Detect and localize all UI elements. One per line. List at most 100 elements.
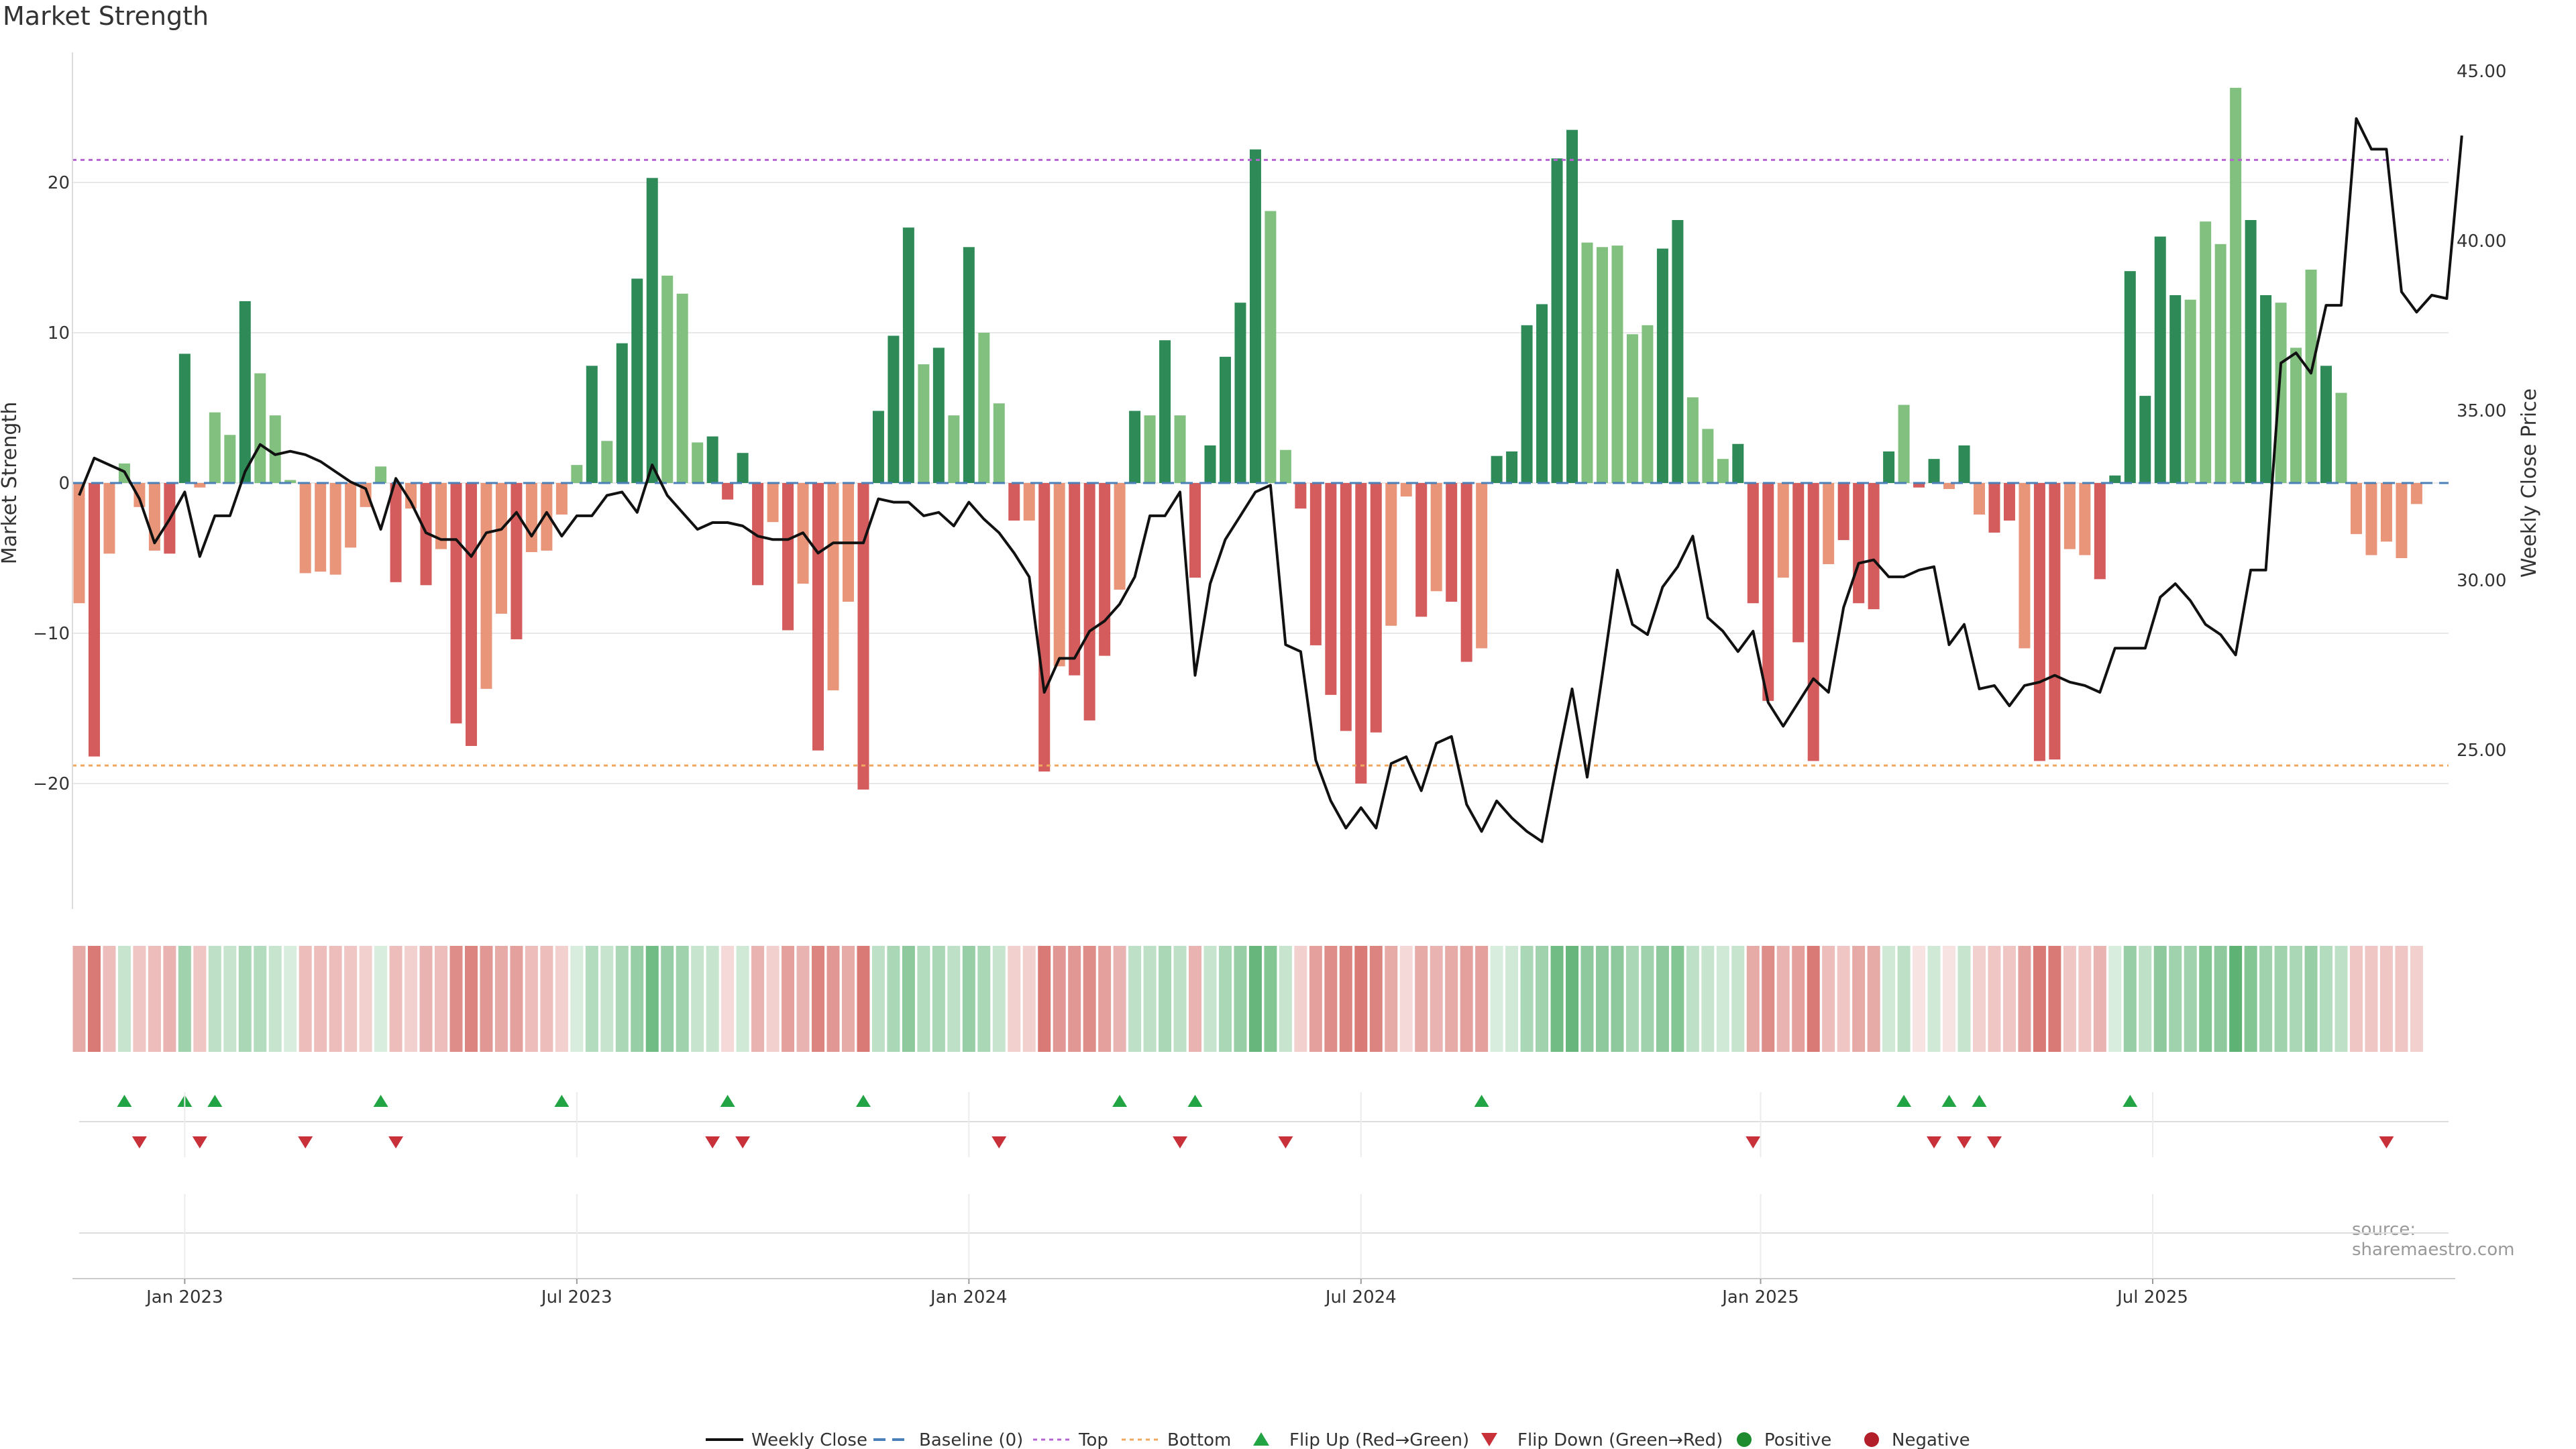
strength-bar xyxy=(1400,483,1412,497)
flip-up-marker xyxy=(1896,1095,1912,1107)
strip-cell xyxy=(962,946,975,1052)
strength-bar xyxy=(2290,347,2302,483)
strip-cell xyxy=(600,946,614,1052)
strip-cell xyxy=(2320,946,2333,1052)
strip-cell xyxy=(932,946,945,1052)
flip-down-marker xyxy=(1173,1136,1188,1148)
strip-cell xyxy=(691,946,704,1052)
y-tick-right: 25.00 xyxy=(2457,741,2506,761)
strength-bar xyxy=(555,483,568,515)
strip-cell xyxy=(1957,946,1971,1052)
strip-cell xyxy=(208,946,221,1052)
x-tick-label: Jul 2024 xyxy=(1324,1287,1397,1307)
strength-bar xyxy=(133,483,146,507)
strength-bar xyxy=(601,441,613,483)
strength-bar xyxy=(2275,303,2287,483)
x-tick-label: Jan 2025 xyxy=(1721,1287,1799,1307)
strip-cell xyxy=(947,946,961,1052)
legend-bottom-label: Bottom xyxy=(1167,1430,1231,1449)
strip-cell xyxy=(2199,946,2212,1052)
strip-cell xyxy=(782,946,795,1052)
strength-bar xyxy=(1340,483,1352,731)
flip-down-marker xyxy=(1278,1136,1293,1148)
strength-bar xyxy=(948,415,960,483)
strength-bar xyxy=(2305,269,2317,483)
chart-title: Market Strength xyxy=(3,1,209,31)
flip-down-marker xyxy=(131,1136,147,1148)
strip-cell xyxy=(1159,946,1172,1052)
strip-cell xyxy=(1731,946,1745,1052)
strip-cell xyxy=(238,946,252,1052)
strength-bar xyxy=(178,354,191,483)
strength-bar xyxy=(1596,247,1608,483)
strength-bar xyxy=(224,435,236,483)
strength-bar xyxy=(752,483,764,586)
strength-bar xyxy=(315,483,327,572)
y-tick-right: 45.00 xyxy=(2457,62,2506,82)
strip-cell xyxy=(1475,946,1489,1052)
strip-cell xyxy=(2153,946,2167,1052)
strip-cell xyxy=(2033,946,2046,1052)
strip-cell xyxy=(676,946,689,1052)
strength-bar xyxy=(209,412,221,483)
strip-cell xyxy=(977,946,991,1052)
strip-cell xyxy=(435,946,448,1052)
strength-bar xyxy=(2094,483,2106,580)
strip-cell xyxy=(1927,946,1941,1052)
strength-bar xyxy=(88,483,100,757)
flip-up-marker xyxy=(2123,1095,2138,1107)
strip-cell xyxy=(751,946,765,1052)
strength-bar xyxy=(1853,483,1865,604)
y-tick-left: −10 xyxy=(33,624,70,644)
strip-cell xyxy=(1807,946,1820,1052)
strength-bar xyxy=(932,347,945,483)
strip-cell xyxy=(329,946,342,1052)
strength-bar xyxy=(1506,451,1518,483)
flip-up-marker xyxy=(1187,1095,1203,1107)
strip-cell xyxy=(1671,946,1684,1052)
strip-cell xyxy=(2078,946,2092,1052)
strength-bar xyxy=(390,483,402,582)
strength-bar xyxy=(737,453,749,483)
strip-cell xyxy=(2259,946,2273,1052)
strip-cell xyxy=(299,946,312,1052)
strength-bar xyxy=(1114,483,1126,590)
strength-bar xyxy=(450,483,462,724)
strip-cell xyxy=(133,946,146,1052)
strength-bar xyxy=(239,301,251,483)
strip-cell xyxy=(1792,946,1805,1052)
strip-cell xyxy=(510,946,523,1052)
strip-cell xyxy=(1641,946,1654,1052)
strip-cell xyxy=(555,946,568,1052)
strength-bar xyxy=(1626,334,1638,483)
strip-cell xyxy=(117,946,131,1052)
strength-bar xyxy=(103,483,115,554)
strength-bar xyxy=(1551,158,1563,483)
legend-close-label: Weekly Close xyxy=(751,1430,867,1449)
strip-cell xyxy=(1867,946,1880,1052)
strength-bar xyxy=(1958,445,1970,483)
source-note: source: sharemaestro.com xyxy=(2352,1220,2515,1260)
strip-cell xyxy=(812,946,825,1052)
strip-cell xyxy=(1505,946,1519,1052)
strength-bar xyxy=(1762,483,1774,701)
flip-down-marker xyxy=(298,1136,313,1148)
strip-cell xyxy=(2410,946,2423,1052)
x-tick-label: Jan 2023 xyxy=(145,1287,223,1307)
strip-cell xyxy=(1913,946,1926,1052)
strip-cell xyxy=(631,946,644,1052)
strength-bar xyxy=(1747,483,1759,604)
strength-bar xyxy=(1642,325,1654,483)
strip-cell xyxy=(1248,946,1262,1052)
strip-cell xyxy=(857,946,870,1052)
strength-bar xyxy=(888,335,900,483)
strip-cell xyxy=(1972,946,1986,1052)
strength-bar xyxy=(1174,415,1186,483)
strip-cell xyxy=(419,946,433,1052)
strength-bar xyxy=(1204,445,1216,483)
strength-bar xyxy=(661,275,674,483)
legend-positive-icon xyxy=(1737,1432,1752,1447)
strength-bar xyxy=(1446,483,1458,602)
strip-cell xyxy=(1430,946,1443,1052)
legend-flip-up-icon xyxy=(1253,1432,1269,1446)
